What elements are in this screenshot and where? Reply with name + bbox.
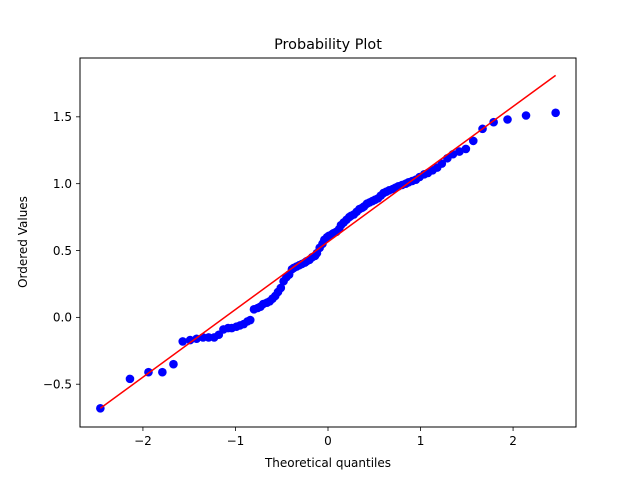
data-point [461, 144, 471, 154]
y-axis-ticks: −0.5 0.0 0.5 1.0 1.5 [43, 110, 80, 392]
data-point [503, 115, 512, 124]
x-tick-label: 0 [324, 434, 332, 448]
data-point [185, 335, 195, 345]
data-point [455, 147, 464, 156]
data-point [551, 108, 560, 118]
x-tick-label: 2 [509, 434, 517, 448]
x-tick-label: −1 [227, 434, 245, 448]
y-tick-label: 1.0 [53, 177, 72, 191]
data-point [178, 337, 188, 346]
data-point [125, 374, 135, 384]
data-point [521, 111, 531, 120]
x-tick-label: −2 [134, 434, 152, 448]
plot-area [96, 74, 560, 413]
data-point [245, 315, 255, 325]
data-point [437, 159, 447, 168]
y-axis-label: Ordered Values [16, 196, 30, 288]
data-point [276, 283, 286, 293]
x-tick-label: 1 [417, 434, 425, 448]
y-tick-label: 0.0 [53, 311, 72, 325]
fit-line [99, 74, 557, 409]
data-point [158, 367, 167, 377]
x-axis-label: Theoretical quantiles [264, 456, 391, 470]
data-point [468, 136, 478, 146]
y-tick-label: −0.5 [43, 378, 72, 392]
chart-title: Probability Plot [274, 37, 382, 53]
y-tick-label: 1.5 [53, 110, 72, 124]
data-point [169, 359, 178, 369]
x-axis-ticks: −2 −1 0 1 2 [134, 427, 517, 448]
y-tick-label: 0.5 [53, 244, 72, 258]
axes-frame [79, 57, 577, 428]
